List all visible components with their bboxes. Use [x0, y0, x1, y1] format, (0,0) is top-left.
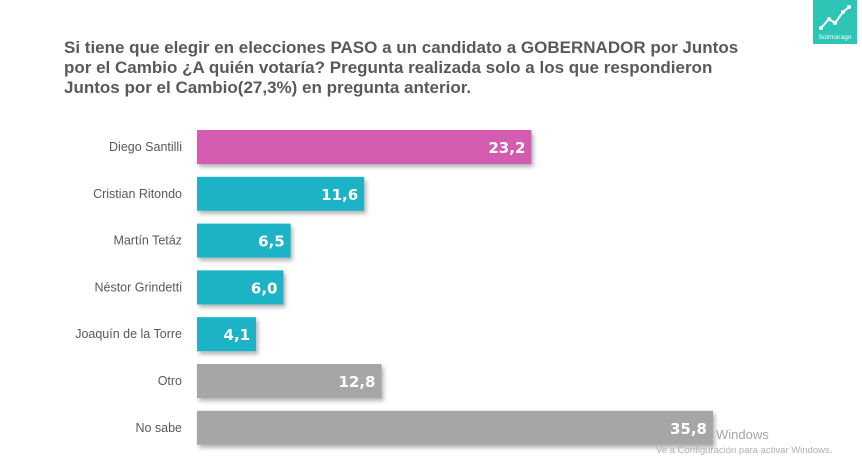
watermark-line2: Ve a Configuración para activar Windows. — [656, 445, 833, 456]
category-label: Néstor Grindetti — [94, 280, 182, 294]
bar — [197, 130, 532, 164]
logo-text: Solmoirago — [818, 34, 852, 41]
chart-title: Si tiene que elegir en elecciones PASO a… — [64, 38, 739, 97]
data-label: 6,0 — [251, 279, 278, 297]
data-label: 12,8 — [338, 373, 375, 391]
category-label: No sabe — [135, 421, 182, 435]
watermark-line1: Windows — [716, 427, 769, 442]
bar — [197, 270, 284, 305]
category-label: Joaquín de la Torre — [75, 327, 182, 341]
bar — [197, 176, 365, 211]
category-label: Diego Santilli — [109, 140, 182, 154]
trend-chart-icon — [819, 5, 851, 30]
data-label: 11,6 — [321, 186, 358, 204]
bar — [197, 410, 713, 445]
category-label: Martín Tetáz — [113, 234, 182, 248]
category-label: Otro — [158, 374, 182, 388]
data-label: 23,2 — [488, 139, 525, 157]
brand-logo: Solmoirago — [813, 0, 857, 44]
bar — [197, 223, 291, 258]
data-label: 6,5 — [258, 233, 285, 251]
category-label: Cristian Ritondo — [93, 187, 182, 201]
bar — [197, 364, 382, 398]
data-label: 35,8 — [670, 420, 707, 438]
bar — [197, 317, 257, 352]
data-label: 4,1 — [224, 326, 251, 344]
